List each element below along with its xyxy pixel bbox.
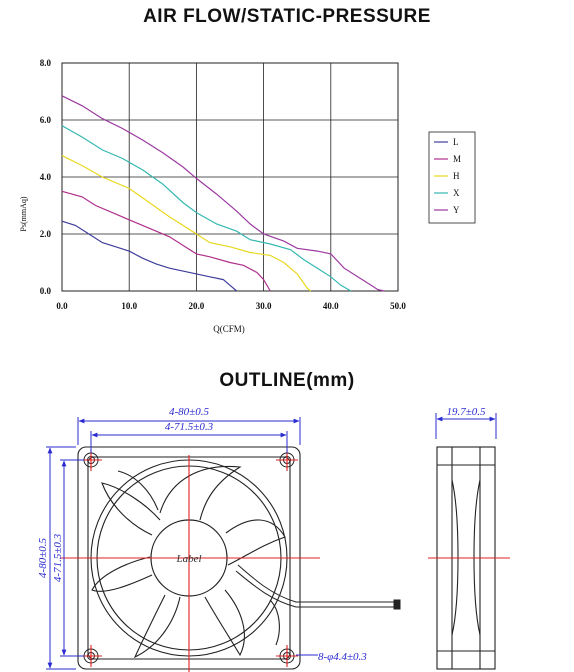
series-line-L [61,220,238,292]
legend-label-Y: Y [453,205,460,215]
dim-holes: 8-φ4.4±0.3 [318,651,367,663]
x-axis-label: Q(CFM) [213,324,245,334]
legend-label-H: H [453,171,460,181]
airflow-title: AIR FLOW/STATIC-PRESSURE [143,6,431,27]
x-tick-label: 20.0 [189,301,205,311]
fan-outline-drawing: Label 4-80±0.5 4-71.5±0.3 4-80±0.5 4-71.… [37,406,510,672]
outline-title: OUTLINE(mm) [219,370,355,391]
legend-label-M: M [453,154,461,164]
dim-height-outer: 4-80±0.5 [37,538,49,578]
airflow-pressure-chart: 0.0 10.0 20.0 30.0 40.0 50.0 0.02.04.06.08.0 … [19,58,476,334]
series-line-Y [61,95,385,292]
series-line-H [61,155,311,292]
chart-grid [61,62,399,292]
x-tick-label: 50.0 [390,301,406,311]
y-tick-label: 6.0 [40,115,52,125]
legend-label-L: L [453,137,459,147]
dim-depth: 19.7±0.5 [446,406,486,418]
legend-label-X: X [453,188,460,198]
y-tick-label: 4.0 [40,172,52,182]
chart-curves [61,95,385,292]
y-tick-labels: 0.0 2.0 4.0 6.0 8.0 [40,58,52,296]
dim-width-inner: 4-71.5±0.3 [165,421,214,433]
fan-cable [235,564,401,610]
x-tick-label: 10.0 [121,301,137,311]
series-line-X [61,125,352,292]
y-axis-label: Ps(mmAq) [19,196,28,231]
dim-width-outer: 4-80±0.5 [169,406,209,418]
y-tick-label: 0.0 [40,286,52,296]
hub-label: Label [175,553,201,565]
x-tick-label: 40.0 [323,301,339,311]
x-tick-label: 0.0 [56,301,68,311]
x-tick-labels: 0.0 10.0 20.0 30.0 40.0 50.0 [56,301,406,311]
y-tick-label: 2.0 [40,229,52,239]
series-line-M [61,190,271,292]
y-tick-label: 8.0 [40,58,52,68]
dim-height-inner: 4-71.5±0.3 [52,533,64,582]
x-tick-label: 30.0 [256,301,272,311]
legend-box [428,131,476,224]
